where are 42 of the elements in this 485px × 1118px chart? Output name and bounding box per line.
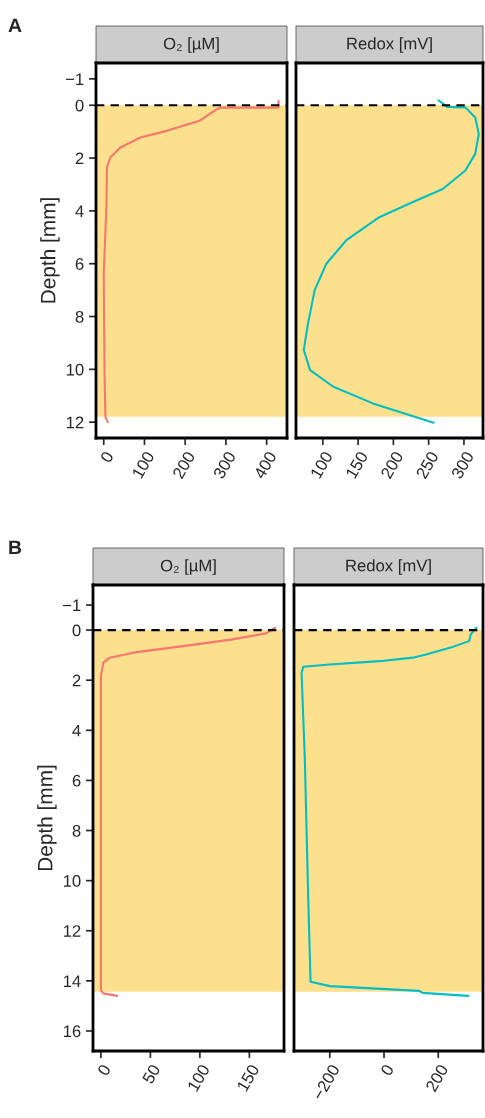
y-axis-title: Depth [mm] xyxy=(37,765,57,871)
x-tick-label: 150 xyxy=(345,450,369,479)
y-tick-label: 6 xyxy=(72,774,81,787)
x-tick-label: 0 xyxy=(380,1063,395,1077)
y-tick-label: 12 xyxy=(66,416,84,429)
y-tick-label: 4 xyxy=(72,724,81,737)
y-tick-label: 10 xyxy=(63,875,81,887)
y-tick-label: 4 xyxy=(75,205,84,217)
y-tick-label: 12 xyxy=(63,925,81,937)
chart-title: O₂ [µM] xyxy=(160,559,216,575)
x-tick-label: 150 xyxy=(236,1063,260,1092)
x-tick-label: 300 xyxy=(450,450,475,480)
text: A xyxy=(8,18,22,33)
y-tick-label: 2 xyxy=(72,674,81,687)
y-axis-title: Depth [mm] xyxy=(40,198,60,303)
y-tick-label: −1 xyxy=(63,599,81,612)
x-tick-label: 100 xyxy=(309,450,334,479)
x-tick-label: 100 xyxy=(131,450,155,479)
x-tick-label: 400 xyxy=(253,450,277,480)
y-tick-label: 0 xyxy=(75,99,84,112)
chart-title: Redox [mV] xyxy=(347,37,432,53)
y-tick-label: 8 xyxy=(72,824,81,837)
y-tick-label: 10 xyxy=(66,363,84,376)
text: B xyxy=(9,540,22,555)
y-tick-label: 6 xyxy=(75,258,84,270)
x-tick-label: 200 xyxy=(172,450,196,480)
y-tick-label: 8 xyxy=(75,310,84,323)
x-tick-label: 100 xyxy=(187,1063,211,1092)
y-tick-label: 0 xyxy=(72,624,81,637)
y-tick-label: 16 xyxy=(63,1025,81,1038)
x-tick-label: 200 xyxy=(380,450,404,480)
x-tick-label: 300 xyxy=(212,450,237,480)
y-tick-label: 14 xyxy=(63,975,81,987)
chart-title: O₂ [µM] xyxy=(163,37,219,53)
x-tick-label: 250 xyxy=(415,450,439,480)
chart-title: Redox [mV] xyxy=(346,559,431,575)
y-tick-label: −1 xyxy=(66,73,84,85)
x-tick-label: 50 xyxy=(141,1063,161,1085)
x-tick-label: 0 xyxy=(99,450,115,464)
y-tick-label: 2 xyxy=(75,152,84,165)
x-tick-label: 200 xyxy=(425,1063,449,1093)
x-tick-label: 0 xyxy=(96,1063,112,1077)
